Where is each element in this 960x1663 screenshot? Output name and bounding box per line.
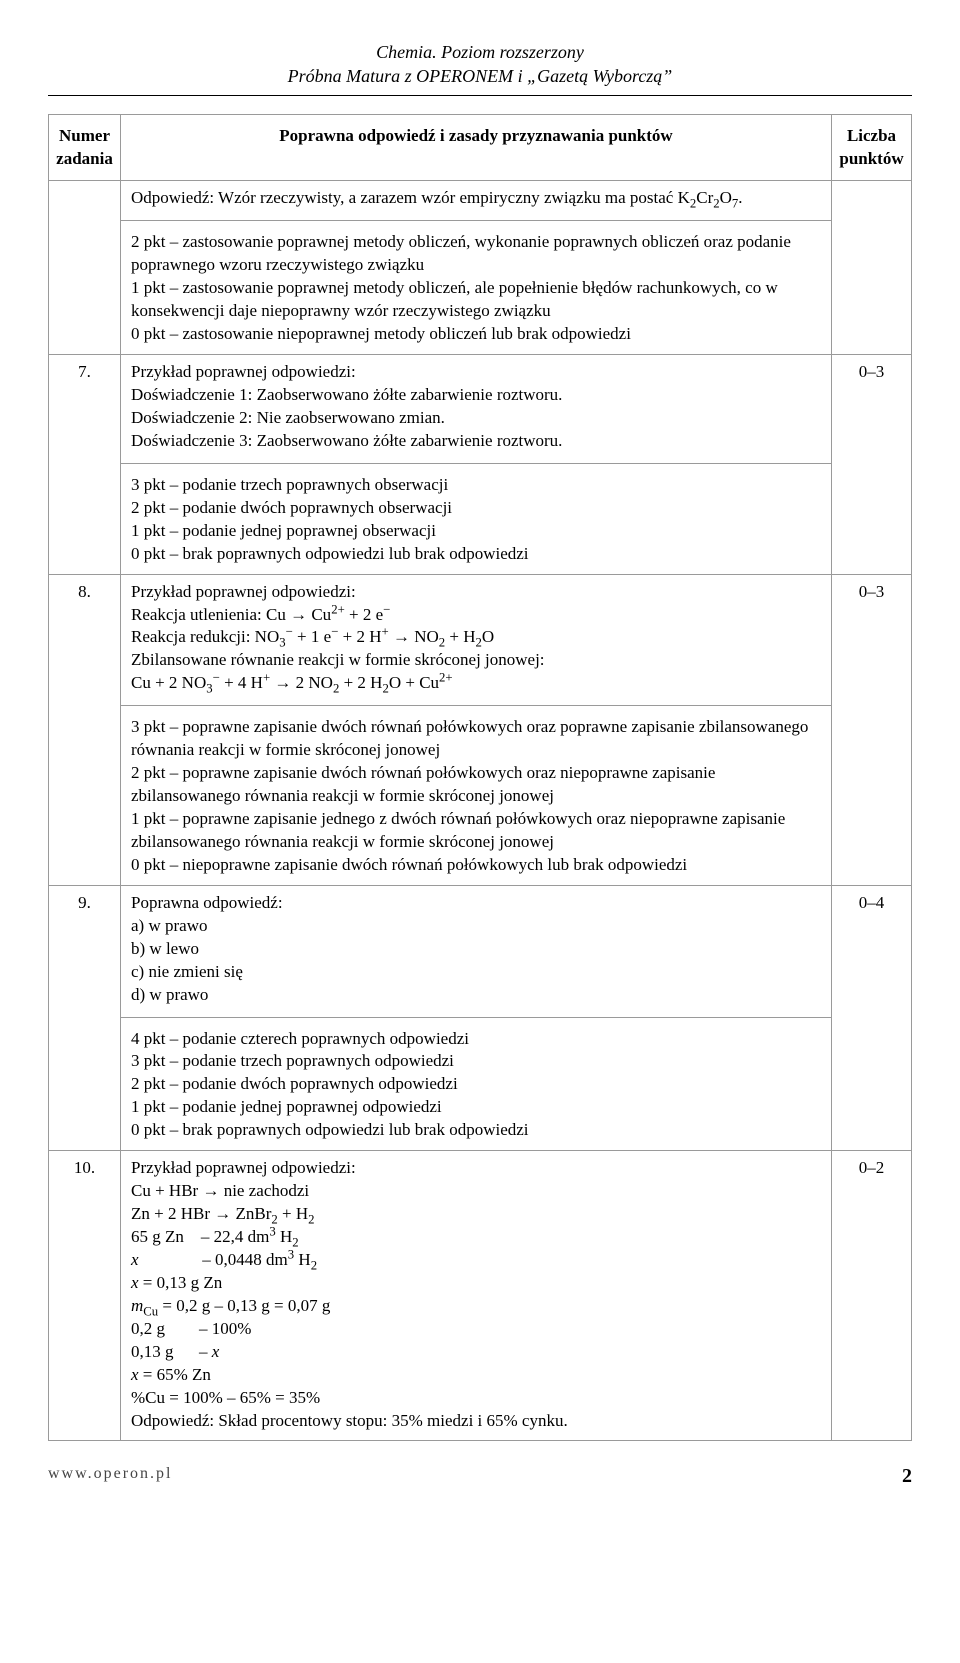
- footer-url: www.operon.pl: [48, 1463, 173, 1490]
- points-cell: 0–4: [832, 885, 912, 1150]
- document-header: Chemia. Poziom rozszerzony Próbna Matura…: [48, 40, 912, 89]
- scoring-text: 2 pkt – zastosowanie poprawnej metody ob…: [131, 231, 821, 346]
- points-cell: [832, 181, 912, 355]
- answer-text: Przykład poprawnej odpowiedzi:Doświadcze…: [131, 361, 821, 453]
- answer-cell: Odpowiedź: Wzór rzeczywisty, a zarazem w…: [121, 181, 832, 355]
- points-cell: 0–2: [832, 1151, 912, 1441]
- col-header-answer: Poprawna odpowiedź i zasady przyznawania…: [121, 114, 832, 181]
- header-line-2: Próbna Matura z OPERONEM i „Gazetą Wybor…: [48, 64, 912, 88]
- table-row: 7.Przykład poprawnej odpowiedzi:Doświadc…: [49, 355, 912, 575]
- header-rule: [48, 95, 912, 96]
- cell-separator: [121, 220, 831, 221]
- answer-cell: Przykład poprawnej odpowiedzi:Doświadcze…: [121, 355, 832, 575]
- page-footer: www.operon.pl 2: [48, 1463, 912, 1490]
- cell-separator: [121, 705, 831, 706]
- answer-cell: Przykład poprawnej odpowiedzi:Cu + HBr →…: [121, 1151, 832, 1441]
- table-row: 9.Poprawna odpowiedź:a) w prawob) w lewo…: [49, 885, 912, 1150]
- col-header-number: Numer zadania: [49, 114, 121, 181]
- answer-text: Przykład poprawnej odpowiedzi:Cu + HBr →…: [131, 1157, 821, 1432]
- answer-text: Przykład poprawnej odpowiedzi:Reakcja ut…: [131, 581, 821, 696]
- answer-text: Poprawna odpowiedź:a) w prawob) w lewoc)…: [131, 892, 821, 1007]
- cell-separator: [121, 463, 831, 464]
- task-number: [49, 181, 121, 355]
- points-cell: 0–3: [832, 574, 912, 885]
- table-body: Odpowiedź: Wzór rzeczywisty, a zarazem w…: [49, 181, 912, 1441]
- task-number: 8.: [49, 574, 121, 885]
- footer-page-number: 2: [902, 1463, 912, 1490]
- scoring-text: 4 pkt – podanie czterech poprawnych odpo…: [131, 1028, 821, 1143]
- task-number: 7.: [49, 355, 121, 575]
- task-number: 10.: [49, 1151, 121, 1441]
- answer-cell: Poprawna odpowiedź:a) w prawob) w lewoc)…: [121, 885, 832, 1150]
- table-row: 10.Przykład poprawnej odpowiedzi:Cu + HB…: [49, 1151, 912, 1441]
- answer-cell: Przykład poprawnej odpowiedzi:Reakcja ut…: [121, 574, 832, 885]
- answer-text: Odpowiedź: Wzór rzeczywisty, a zarazem w…: [131, 187, 821, 210]
- points-cell: 0–3: [832, 355, 912, 575]
- col-header-points: Liczba punktów: [832, 114, 912, 181]
- table-row: Odpowiedź: Wzór rzeczywisty, a zarazem w…: [49, 181, 912, 355]
- table-row: 8.Przykład poprawnej odpowiedzi:Reakcja …: [49, 574, 912, 885]
- scoring-text: 3 pkt – poprawne zapisanie dwóch równań …: [131, 716, 821, 877]
- scoring-text: 3 pkt – podanie trzech poprawnych obserw…: [131, 474, 821, 566]
- table-header-row: Numer zadania Poprawna odpowiedź i zasad…: [49, 114, 912, 181]
- header-line-1: Chemia. Poziom rozszerzony: [48, 40, 912, 64]
- answers-table: Numer zadania Poprawna odpowiedź i zasad…: [48, 114, 912, 1442]
- task-number: 9.: [49, 885, 121, 1150]
- cell-separator: [121, 1017, 831, 1018]
